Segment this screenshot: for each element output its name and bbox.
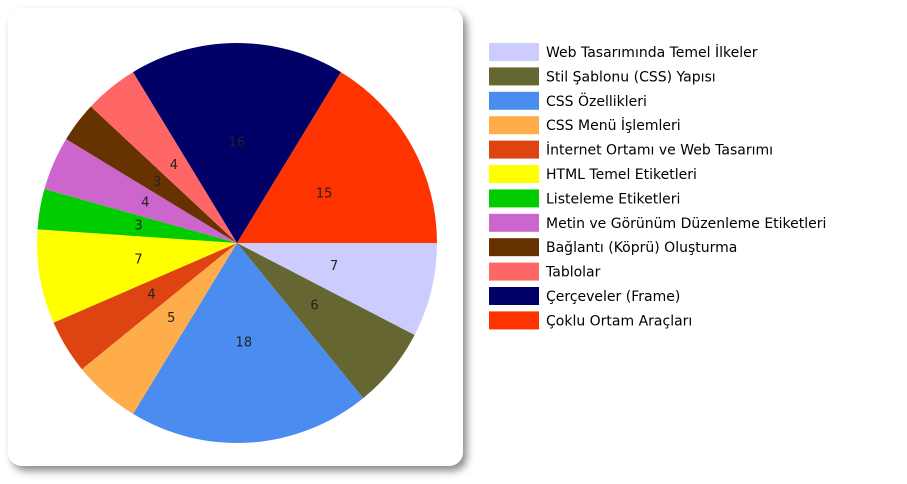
legend-swatch <box>489 189 539 208</box>
legend-label: Stil Şablonu (CSS) Yapısı <box>546 69 716 85</box>
data-label: 15 <box>316 186 333 201</box>
legend-label: CSS Özellikleri <box>546 92 647 110</box>
legend-swatch <box>489 287 539 305</box>
legend-swatch <box>489 116 539 135</box>
data-label: 18 <box>236 335 253 350</box>
legend-label: HTML Temel Etiketleri <box>546 167 697 183</box>
data-label: 7 <box>134 252 142 267</box>
data-label: 16 <box>229 136 246 151</box>
pie-slice <box>44 139 238 243</box>
legend-label: Çerçeveler (Frame) <box>546 289 680 305</box>
legend-swatch <box>489 238 539 257</box>
legend-swatch <box>489 213 539 232</box>
pie-slice <box>90 72 237 243</box>
data-label: 4 <box>170 158 178 173</box>
data-label: 3 <box>134 219 142 234</box>
legend-label: Tablolar <box>545 265 601 281</box>
data-label: 4 <box>147 287 155 302</box>
legend-label: Bağlantı (Köprü) Oluşturma <box>546 240 737 256</box>
legend-label: Metin ve Görünüm Düzenleme Etiketleri <box>546 216 826 232</box>
legend-swatch <box>489 43 539 61</box>
legend-swatch <box>489 67 539 86</box>
legend-swatch <box>489 91 539 110</box>
legend: Web Tasarımında Temel İlkeler Stil Şablon… <box>489 43 826 330</box>
pie-slice <box>37 189 237 243</box>
data-label: 4 <box>141 196 149 211</box>
legend-swatch <box>489 140 539 159</box>
pie-slice <box>237 243 415 399</box>
pie-slice <box>66 106 237 243</box>
legend-swatch <box>489 311 539 330</box>
pie-slice <box>133 42 341 243</box>
pie-slice <box>237 243 437 336</box>
legend-swatch <box>489 262 539 281</box>
legend-label: Çoklu Ortam Araçları <box>546 313 692 329</box>
legend-label: İnternet Ortamı ve Web Tasarımı <box>546 141 773 159</box>
pie-slice <box>53 243 237 370</box>
pie-slice <box>36 229 237 323</box>
legend-swatch <box>489 165 539 183</box>
legend-label: CSS Menü İşlemleri <box>546 116 681 134</box>
pie-slice <box>237 72 437 243</box>
data-label: 6 <box>310 299 318 314</box>
pie-slice <box>133 243 364 443</box>
data-label: 7 <box>330 259 338 274</box>
pie-slice <box>81 243 237 414</box>
data-label: 3 <box>153 175 161 190</box>
legend-label: Web Tasarımında Temel İlkeler <box>546 43 758 61</box>
legend-label: Listeleme Etiketleri <box>546 191 680 207</box>
data-label: 5 <box>167 311 175 326</box>
